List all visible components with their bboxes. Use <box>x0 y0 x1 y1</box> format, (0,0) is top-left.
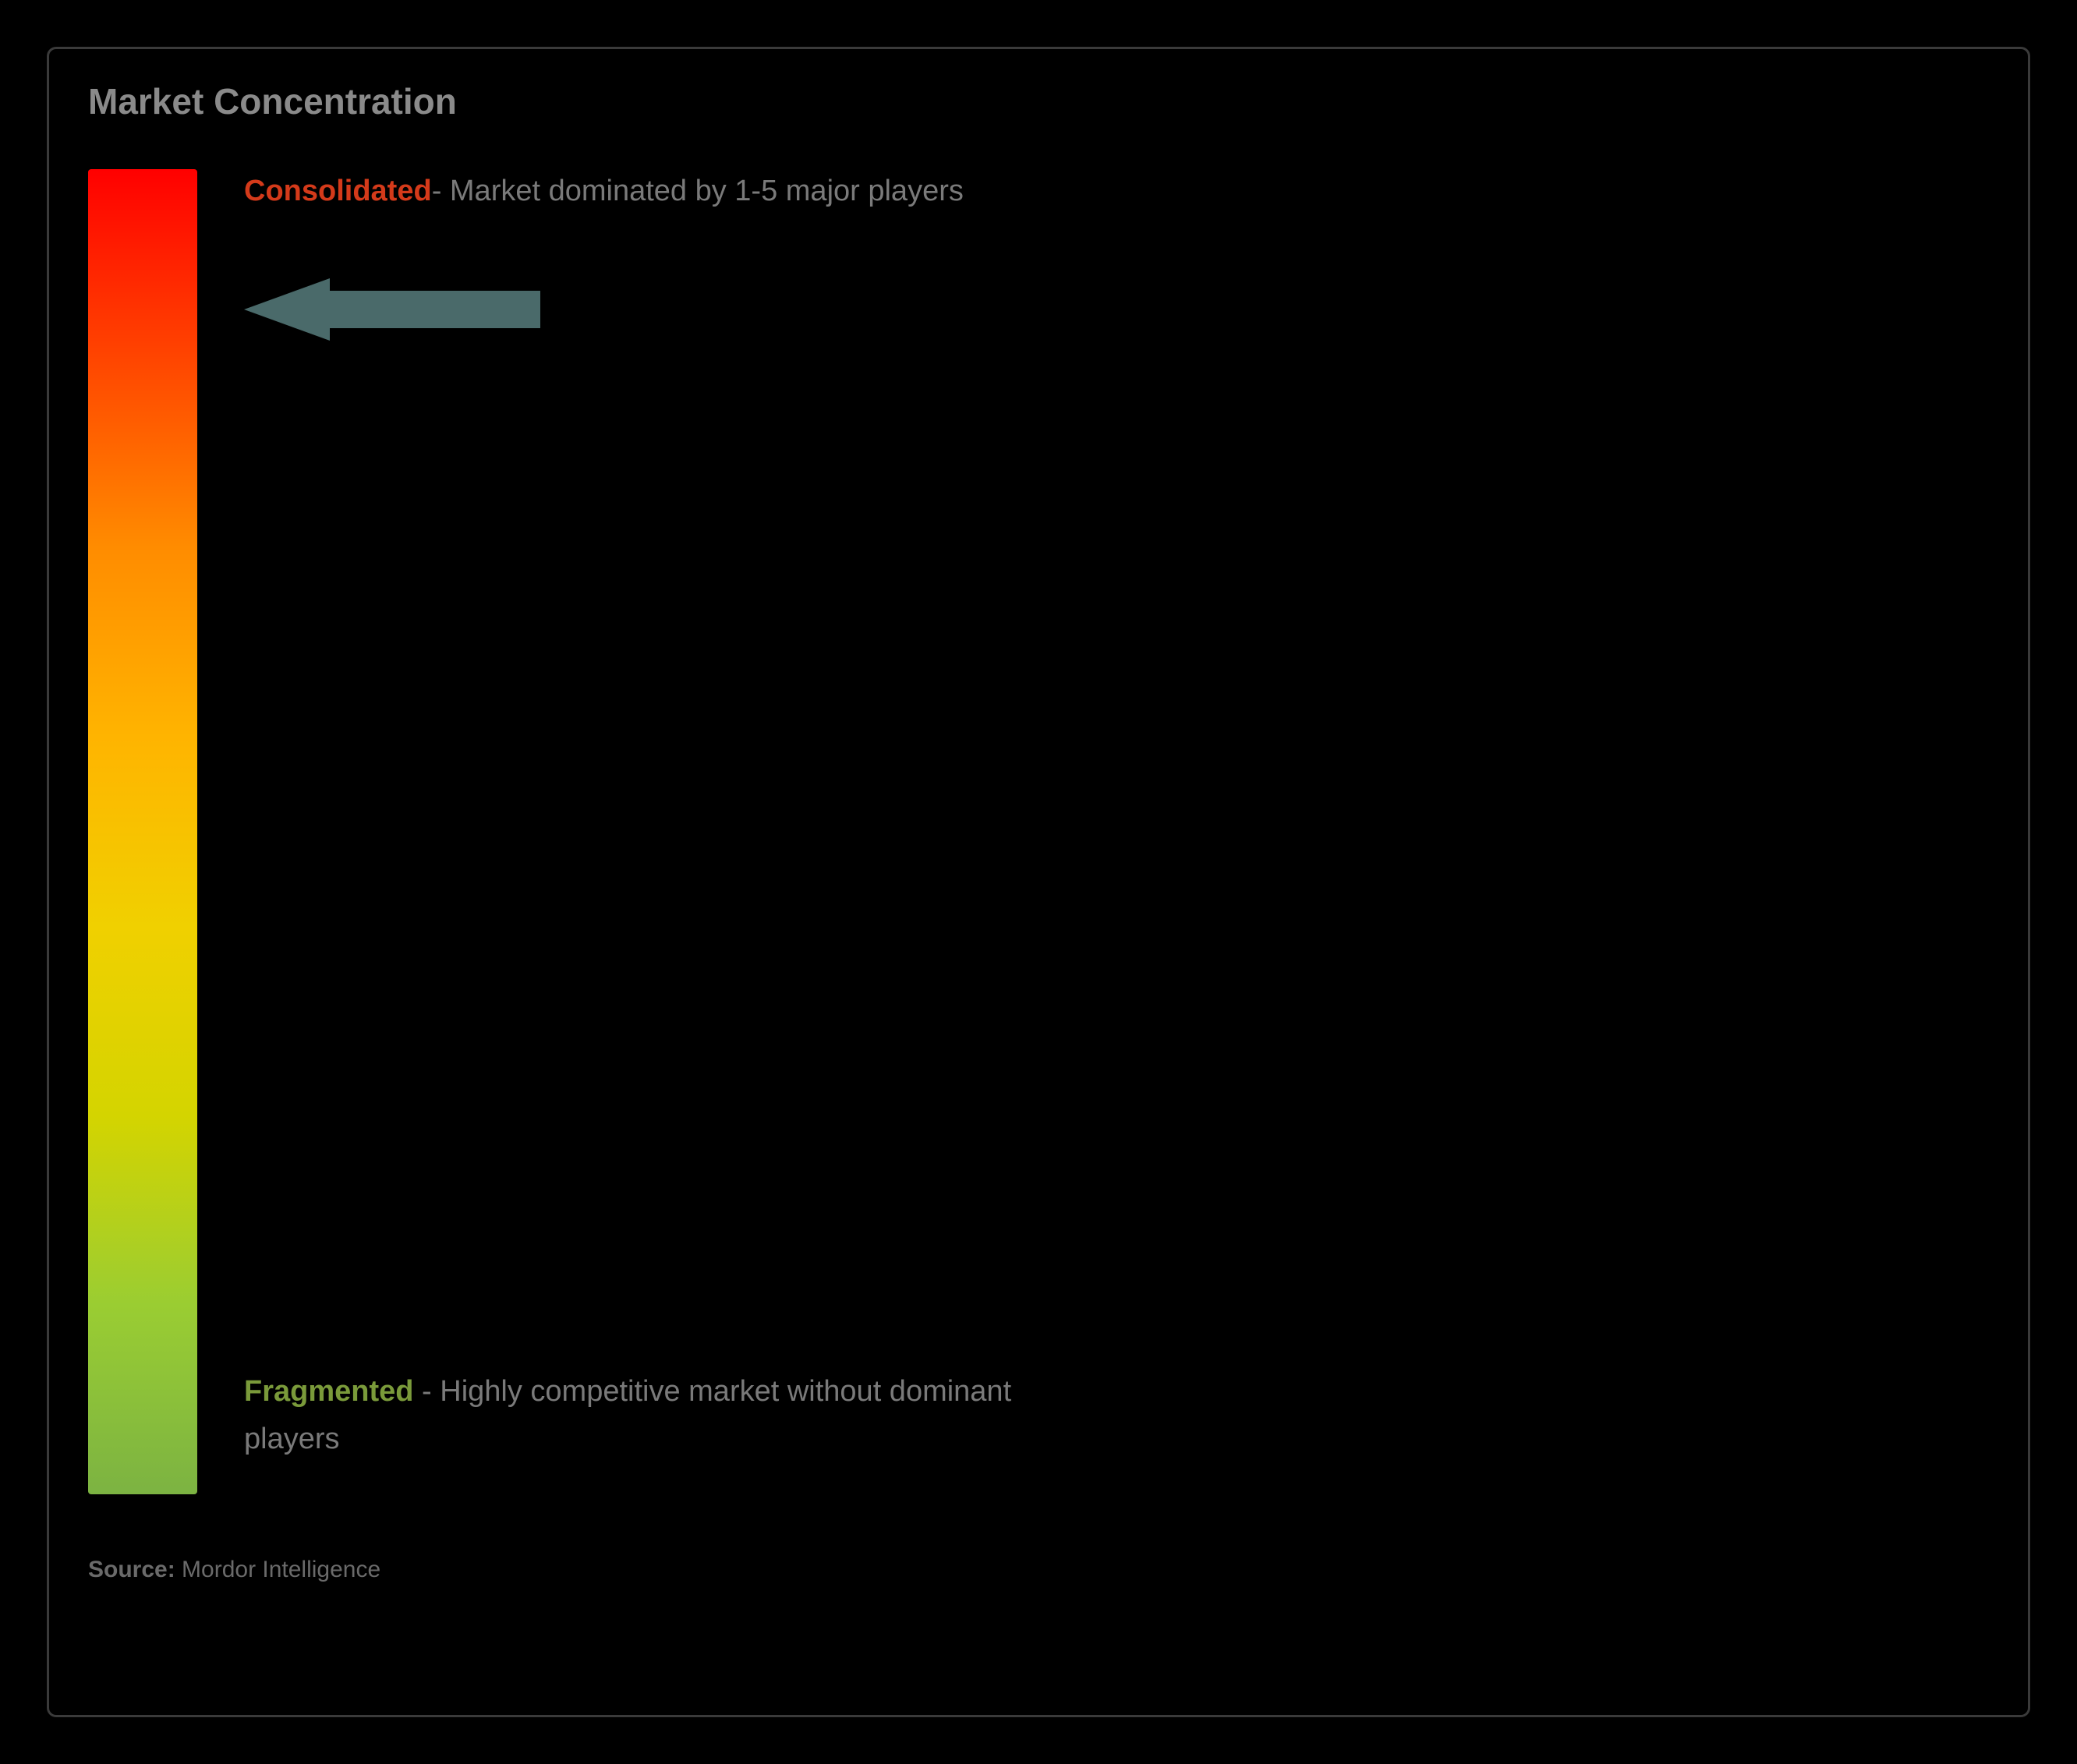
chart-area: Consolidated- Market dominated by 1-5 ma… <box>88 169 1989 1494</box>
source-text: Mordor Intelligence <box>182 1557 380 1582</box>
fragmented-highlight: Fragmented <box>244 1375 413 1408</box>
fragmented-label: Fragmented - Highly competitive market w… <box>244 1368 1011 1463</box>
fragmented-description-line2: players <box>244 1423 340 1455</box>
source-label: Source: <box>88 1557 182 1582</box>
chart-title: Market Concentration <box>88 80 1989 122</box>
source-attribution: Source: Mordor Intelligence <box>88 1557 1989 1583</box>
gradient-scale-bar <box>88 169 197 1494</box>
fragmented-description-line1: - Highly competitive market without domi… <box>413 1375 1011 1408</box>
labels-column: Consolidated- Market dominated by 1-5 ma… <box>244 169 1989 1494</box>
arrow-left-icon <box>244 278 540 341</box>
consolidated-label: Consolidated- Market dominated by 1-5 ma… <box>244 169 964 214</box>
chart-container: Market Concentration Consolidated- Marke… <box>47 47 2030 1717</box>
arrow-indicator <box>244 278 540 345</box>
consolidated-highlight: Consolidated <box>244 175 432 207</box>
consolidated-description: - Market dominated by 1-5 major players <box>432 175 964 207</box>
